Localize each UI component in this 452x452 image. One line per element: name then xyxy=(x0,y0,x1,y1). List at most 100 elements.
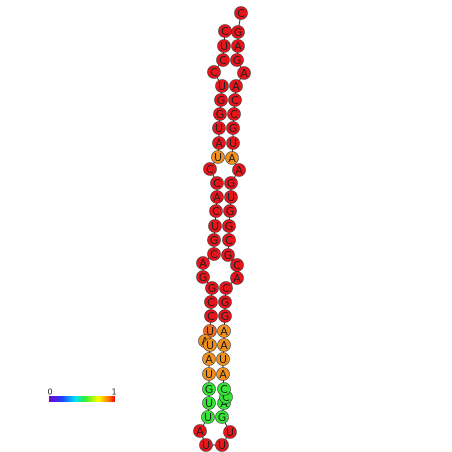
nucleotide xyxy=(209,204,223,218)
nucleotide xyxy=(214,93,228,107)
nucleotide xyxy=(226,121,240,135)
nucleotide-label: C xyxy=(206,163,214,176)
nucleotide-label: U xyxy=(227,191,235,204)
nucleotide-label: A xyxy=(199,257,207,270)
nucleotide-label: G xyxy=(221,310,230,323)
nucleotide-label: C xyxy=(237,7,245,20)
nucleotide xyxy=(207,233,221,247)
nucleotide xyxy=(193,424,207,438)
nucleotide-label: U xyxy=(219,353,227,366)
nucleotide-label: C xyxy=(210,66,218,79)
nucleotide-label: A xyxy=(215,137,223,150)
nucleotide xyxy=(217,338,231,352)
nucleotide-label: G xyxy=(210,234,219,247)
nucleotide-label: A xyxy=(220,339,228,352)
nucleotide-label: A xyxy=(234,40,242,53)
nucleotide xyxy=(223,204,237,218)
nucleotide xyxy=(224,176,238,190)
nucleotide xyxy=(237,66,251,80)
nucleotide-label: A xyxy=(228,152,236,165)
nucleotide xyxy=(231,25,245,39)
nucleotide-label: A xyxy=(235,164,243,177)
nucleotide-label: G xyxy=(208,282,217,295)
nucleotide xyxy=(196,256,210,270)
nucleotide-label: A xyxy=(205,353,213,366)
nucleotide xyxy=(234,6,248,20)
nucleotide xyxy=(202,382,216,396)
nucleotide-label: A xyxy=(232,80,240,93)
nucleotide-label: U xyxy=(205,397,213,410)
nucleotide xyxy=(228,93,242,107)
nucleotide-label: C xyxy=(207,310,215,323)
nucleotide xyxy=(204,309,218,323)
nucleotide xyxy=(203,338,217,352)
nucleotide-label: G xyxy=(224,249,233,262)
nucleotide xyxy=(212,121,226,135)
nucleotide-label: U xyxy=(205,368,213,381)
nucleotide xyxy=(230,53,244,67)
nucleotide-label: C xyxy=(233,259,241,272)
nucleotide-label: C xyxy=(210,248,218,261)
nucleotide-label: U xyxy=(218,80,226,93)
nucleotide-label: U xyxy=(204,411,212,424)
nucleotide-label: A xyxy=(233,272,241,285)
nucleotide xyxy=(207,247,221,261)
nucleotide-label: G xyxy=(205,383,214,396)
nucleotide xyxy=(207,65,221,79)
nucleotide xyxy=(212,136,226,150)
nucleotide-label: C xyxy=(221,25,229,38)
nucleotide-label: U xyxy=(215,122,223,135)
nucleotide xyxy=(196,270,210,284)
nucleotide xyxy=(216,53,230,67)
nucleotide xyxy=(213,107,227,121)
nucleotide xyxy=(210,190,224,204)
nucleotide-label: U xyxy=(229,137,237,150)
nucleotide-label: G xyxy=(227,177,236,190)
nucleotide-label: G xyxy=(221,296,230,309)
nucleotide-label: U xyxy=(206,339,214,352)
nucleotide-label: G xyxy=(234,26,243,39)
nucleotide xyxy=(219,281,233,295)
nucleotide xyxy=(224,190,238,204)
nucleotide-label: C xyxy=(230,108,238,121)
colorbar-min: 0 xyxy=(47,388,52,397)
nucleotide xyxy=(215,79,229,93)
nucleotide xyxy=(226,136,240,150)
nucleotide-label: U xyxy=(206,325,214,338)
nucleotide-label: G xyxy=(233,54,242,67)
nucleotide-label: A xyxy=(213,191,221,204)
nucleotide-label: C xyxy=(225,234,233,247)
colorbar-gradient xyxy=(49,396,115,402)
nucleotide xyxy=(202,367,216,381)
nucleotide-label: A xyxy=(240,67,248,80)
nucleotide-label: U xyxy=(202,439,210,452)
nucleotide xyxy=(217,324,231,338)
nucleotide-label: G xyxy=(229,122,238,135)
nucleotide-label: U xyxy=(226,426,234,439)
nucleotide xyxy=(208,219,222,233)
nucleotide xyxy=(203,162,217,176)
nucleotide xyxy=(216,352,230,366)
nucleotide xyxy=(230,258,244,272)
nucleotide xyxy=(223,425,237,439)
nucleotide xyxy=(222,233,236,247)
nucleotide xyxy=(218,309,232,323)
nucleotide-label: G xyxy=(218,411,227,424)
nucleotide xyxy=(202,352,216,366)
nucleotide-label: C xyxy=(219,54,227,67)
nucleotide-label: U xyxy=(218,439,226,452)
nucleotide xyxy=(227,107,241,121)
nucleotide xyxy=(225,151,239,165)
nucleotide xyxy=(202,396,216,410)
nucleotide-label: U xyxy=(214,151,222,164)
nucleotide xyxy=(217,39,231,53)
nucleotide-label: G xyxy=(217,94,226,107)
nucleotide xyxy=(229,79,243,93)
nucleotide xyxy=(216,367,230,381)
colorbar-max: 1 xyxy=(111,388,116,397)
nucleotide-label: C xyxy=(213,177,221,190)
nucleotide xyxy=(210,176,224,190)
nucleotide-label: C xyxy=(212,205,220,218)
nodes: CUCCUGGUAUCCACUGCAGGCCUAUAUGUUAUUUGACCAU… xyxy=(193,6,251,452)
